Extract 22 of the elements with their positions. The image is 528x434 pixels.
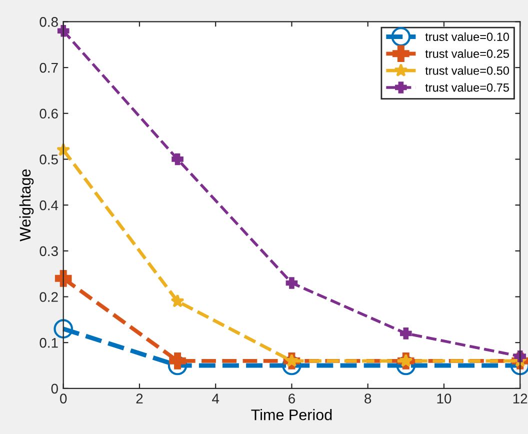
y-tick-label: 0.3 bbox=[40, 246, 58, 256]
y-tick-label: 0 bbox=[51, 384, 58, 394]
legend-label: trust value=0.25 bbox=[425, 49, 509, 58]
x-tick-label: 12 bbox=[513, 394, 528, 404]
legend-label: trust value=0.75 bbox=[425, 83, 509, 92]
y-tick-label: 0.6 bbox=[40, 108, 58, 119]
y-tick-label: 0.4 bbox=[40, 200, 58, 210]
y-tick-label: 0.2 bbox=[40, 292, 58, 302]
x-tick-label: 4 bbox=[212, 394, 220, 404]
x-axis-title: Time Period bbox=[251, 409, 332, 420]
legend-label: trust value=0.50 bbox=[425, 66, 509, 75]
legend-label: trust value=0.10 bbox=[425, 32, 509, 41]
y-tick-label: 0.5 bbox=[40, 154, 58, 164]
x-tick-label: 8 bbox=[364, 394, 372, 404]
x-tick-label: 10 bbox=[437, 394, 452, 404]
x-tick-label: 6 bbox=[288, 394, 295, 404]
x-tick-label: 0 bbox=[60, 394, 67, 404]
x-tick-label: 2 bbox=[136, 394, 143, 404]
y-tick-label: 0.1 bbox=[40, 338, 58, 348]
y-tick-label: 0.8 bbox=[40, 17, 58, 27]
y-tick-label: 0.7 bbox=[40, 62, 58, 73]
y-axis-title: Weightage bbox=[19, 169, 34, 242]
